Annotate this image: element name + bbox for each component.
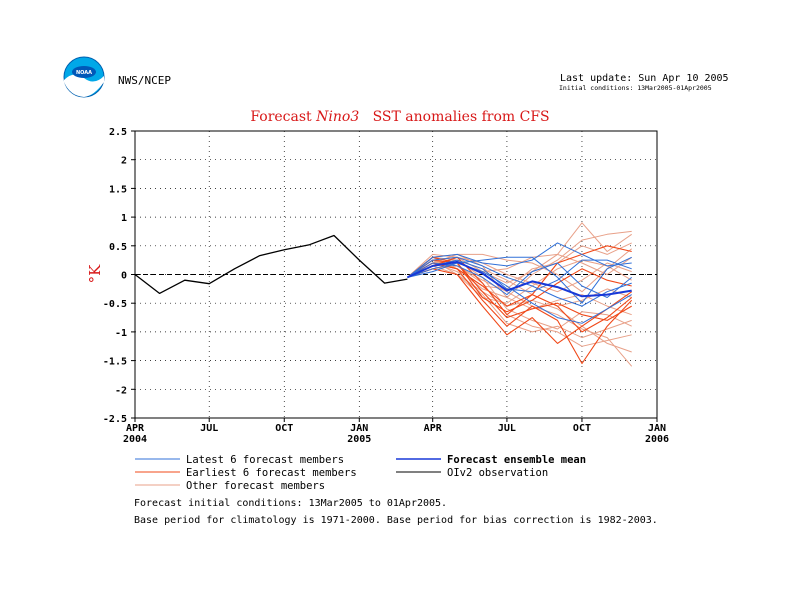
y-tick-label: 0 [121, 271, 127, 282]
x-tick-label: JUL [200, 423, 218, 434]
earliest-member-line [407, 256, 632, 313]
legend-label-latest: Latest 6 forecast members [186, 454, 344, 466]
latest-member-line [407, 262, 632, 324]
y-tick-label: -2 [115, 385, 127, 396]
x-tick-label: JUL [498, 423, 516, 434]
title-part-2: Nino3 [315, 109, 359, 125]
earliest-member-line [407, 268, 633, 344]
y-tick-label: -2.5 [103, 414, 127, 425]
y-tick-label: -0.5 [103, 299, 127, 310]
x-tick-label: JAN [350, 423, 368, 434]
observation-line [134, 234, 408, 295]
y-tick-label: 2.5 [109, 127, 127, 138]
legend: Latest 6 forecast members Forecast ensemb… [135, 454, 586, 492]
ensemble-mean-layer [406, 260, 632, 298]
chart-title: Forecast Nino3 SST anomalies from CFS [250, 109, 549, 125]
legend-label-other: Other forecast members [186, 480, 325, 492]
title-part-3: SST anomalies from CFS [364, 109, 550, 125]
legend-label-earliest: Earliest 6 forecast members [186, 467, 357, 479]
ensemble-mean-line [406, 260, 632, 298]
y-tick-label: -1.5 [103, 357, 127, 368]
legend-label-mean: Forecast ensemble mean [447, 454, 586, 466]
x-tick-label: APR [424, 423, 443, 434]
x-tick-label: OCT [275, 423, 293, 434]
latest-member-line [407, 256, 632, 304]
noaa-logo: NOAA [63, 56, 105, 98]
y-tick-label: 2 [121, 156, 127, 167]
footer-line-2: Base period for climatology is 1971-2000… [134, 515, 658, 526]
initial-conditions-header: Initial conditions: 13Mar2005-01Apr2005 [559, 84, 712, 92]
agency-label: NWS/NCEP [118, 74, 171, 87]
y-tick-label: 1.5 [109, 184, 127, 195]
earliest-member-line [407, 256, 633, 333]
x-tick-label: JAN [648, 423, 666, 434]
noaa-logo-text: NOAA [76, 70, 92, 76]
last-update: Last update: Sun Apr 10 2005 [560, 73, 729, 84]
x-tick-year: 2004 [123, 434, 147, 445]
footer-line-1: Forecast initial conditions: 13Mar2005 t… [134, 498, 447, 509]
latest-member-line [407, 256, 632, 307]
x-tick-label: APR [126, 423, 145, 434]
observation-layer [134, 234, 408, 295]
legend-label-observation: OIv2 observation [447, 467, 548, 479]
x-tick-year: 2005 [347, 434, 371, 445]
x-tick-label: OCT [573, 423, 591, 434]
title-part-1: Forecast [250, 109, 316, 125]
y-tick-label: 1 [121, 213, 127, 224]
plot-frame [134, 130, 658, 419]
y-tick-label: 0.5 [109, 242, 127, 253]
x-tick-year: 2006 [645, 434, 669, 445]
y-tick-label: -1 [115, 328, 127, 339]
y-axis-label: °K [86, 264, 104, 284]
